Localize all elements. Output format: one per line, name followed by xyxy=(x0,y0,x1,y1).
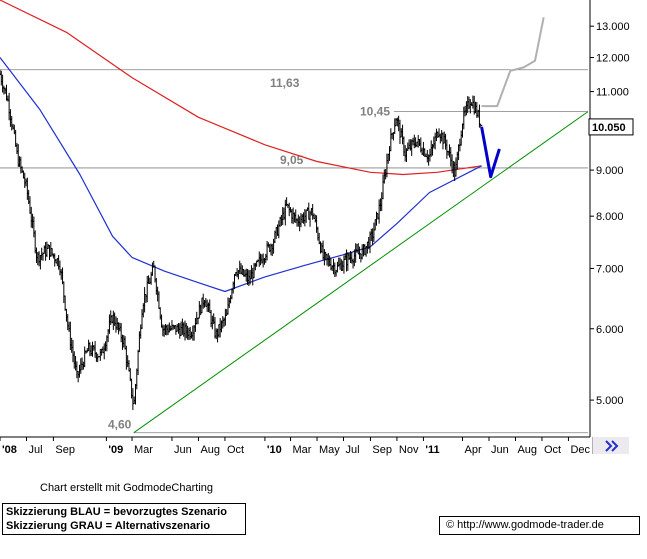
x-tick-label: '09 xyxy=(108,444,123,456)
chart-credit: Chart erstellt mit GodmodeCharting xyxy=(40,482,214,494)
x-tick-label: Mar xyxy=(293,444,312,456)
scenario-gray-path xyxy=(481,17,545,108)
trend-line xyxy=(133,111,589,434)
x-tick-label: '08 xyxy=(2,444,17,456)
price-chart: 11,63 10,45 9,05 4,60 5.000 6.000 7.000 8.000 9… xyxy=(0,0,634,456)
source-url-link[interactable]: © http://www.godmode-trader.de xyxy=(439,516,640,535)
x-tick-label: Mar xyxy=(134,444,153,456)
x-tick-label: Nov xyxy=(399,444,419,456)
ma-red-line xyxy=(0,0,482,176)
legend-line-blue: Skizzierung BLAU = bevorzugtes Szenario xyxy=(6,506,227,518)
x-tick-label: Jun xyxy=(491,444,509,456)
y-tick-label: 13.000 xyxy=(596,21,630,33)
x-tick-label: Jun xyxy=(174,444,192,456)
level-label: 9,05 xyxy=(280,153,304,167)
x-axis: '08 Jul Sep '09 Mar Jun Aug Oct '10 Mar May Jul Sep N… xyxy=(0,437,591,456)
x-tick-label: Oct xyxy=(544,444,561,456)
scenario-legend: Skizzierung BLAU = bevorzugtes Szenario … xyxy=(2,503,246,535)
y-tick-label: 8.000 xyxy=(596,211,624,223)
scroll-right-button[interactable] xyxy=(592,437,629,454)
level-label: 4,60 xyxy=(108,418,132,432)
x-tick-label: May xyxy=(319,444,340,456)
scenarios xyxy=(480,17,545,179)
moving-average-red xyxy=(0,0,482,176)
y-tick-label: 6.000 xyxy=(596,324,624,336)
plot-area xyxy=(0,0,590,437)
legend-line-gray: Skizzierung GRAU = Alternativszenario xyxy=(6,520,211,532)
current-price-marker: 10.050 xyxy=(588,118,634,136)
level-label: 10,45 xyxy=(360,105,390,119)
y-tick-label: 9.000 xyxy=(596,165,624,177)
double-chevron-right-icon xyxy=(605,440,619,452)
x-tick-label: Apr xyxy=(464,444,481,456)
x-tick-label: Sep xyxy=(372,444,392,456)
horizontal-levels: 11,63 10,45 9,05 4,60 xyxy=(0,69,588,434)
x-tick-label: Aug xyxy=(200,444,220,456)
x-tick-label: Dec xyxy=(570,444,590,456)
scenario-blue-path xyxy=(480,126,501,179)
moving-average-blue xyxy=(0,57,482,293)
x-tick-label: Aug xyxy=(517,444,537,456)
x-tick-label: Oct xyxy=(227,444,244,456)
y-tick-label: 7.000 xyxy=(596,263,624,275)
trendline-green xyxy=(133,111,589,434)
y-tick-label: 5.000 xyxy=(596,395,624,407)
x-tick-label: Jul xyxy=(346,444,360,456)
y-tick-label: 12.000 xyxy=(596,53,630,65)
x-tick-label: '11 xyxy=(425,444,439,456)
current-price-label: 10.050 xyxy=(592,122,626,134)
current-price-box xyxy=(588,118,634,136)
y-axis: 5.0006.0007.0008.0009.00010.00011.00012.… xyxy=(590,21,630,407)
price-series xyxy=(0,69,483,411)
ma-blue-line xyxy=(0,57,482,293)
level-label: 11,63 xyxy=(270,76,300,90)
x-tick-label: Jul xyxy=(28,444,42,456)
x-tick-label: Sep xyxy=(55,444,75,456)
y-tick-label: 11.000 xyxy=(596,87,629,99)
x-tick-label: '10 xyxy=(267,444,282,456)
